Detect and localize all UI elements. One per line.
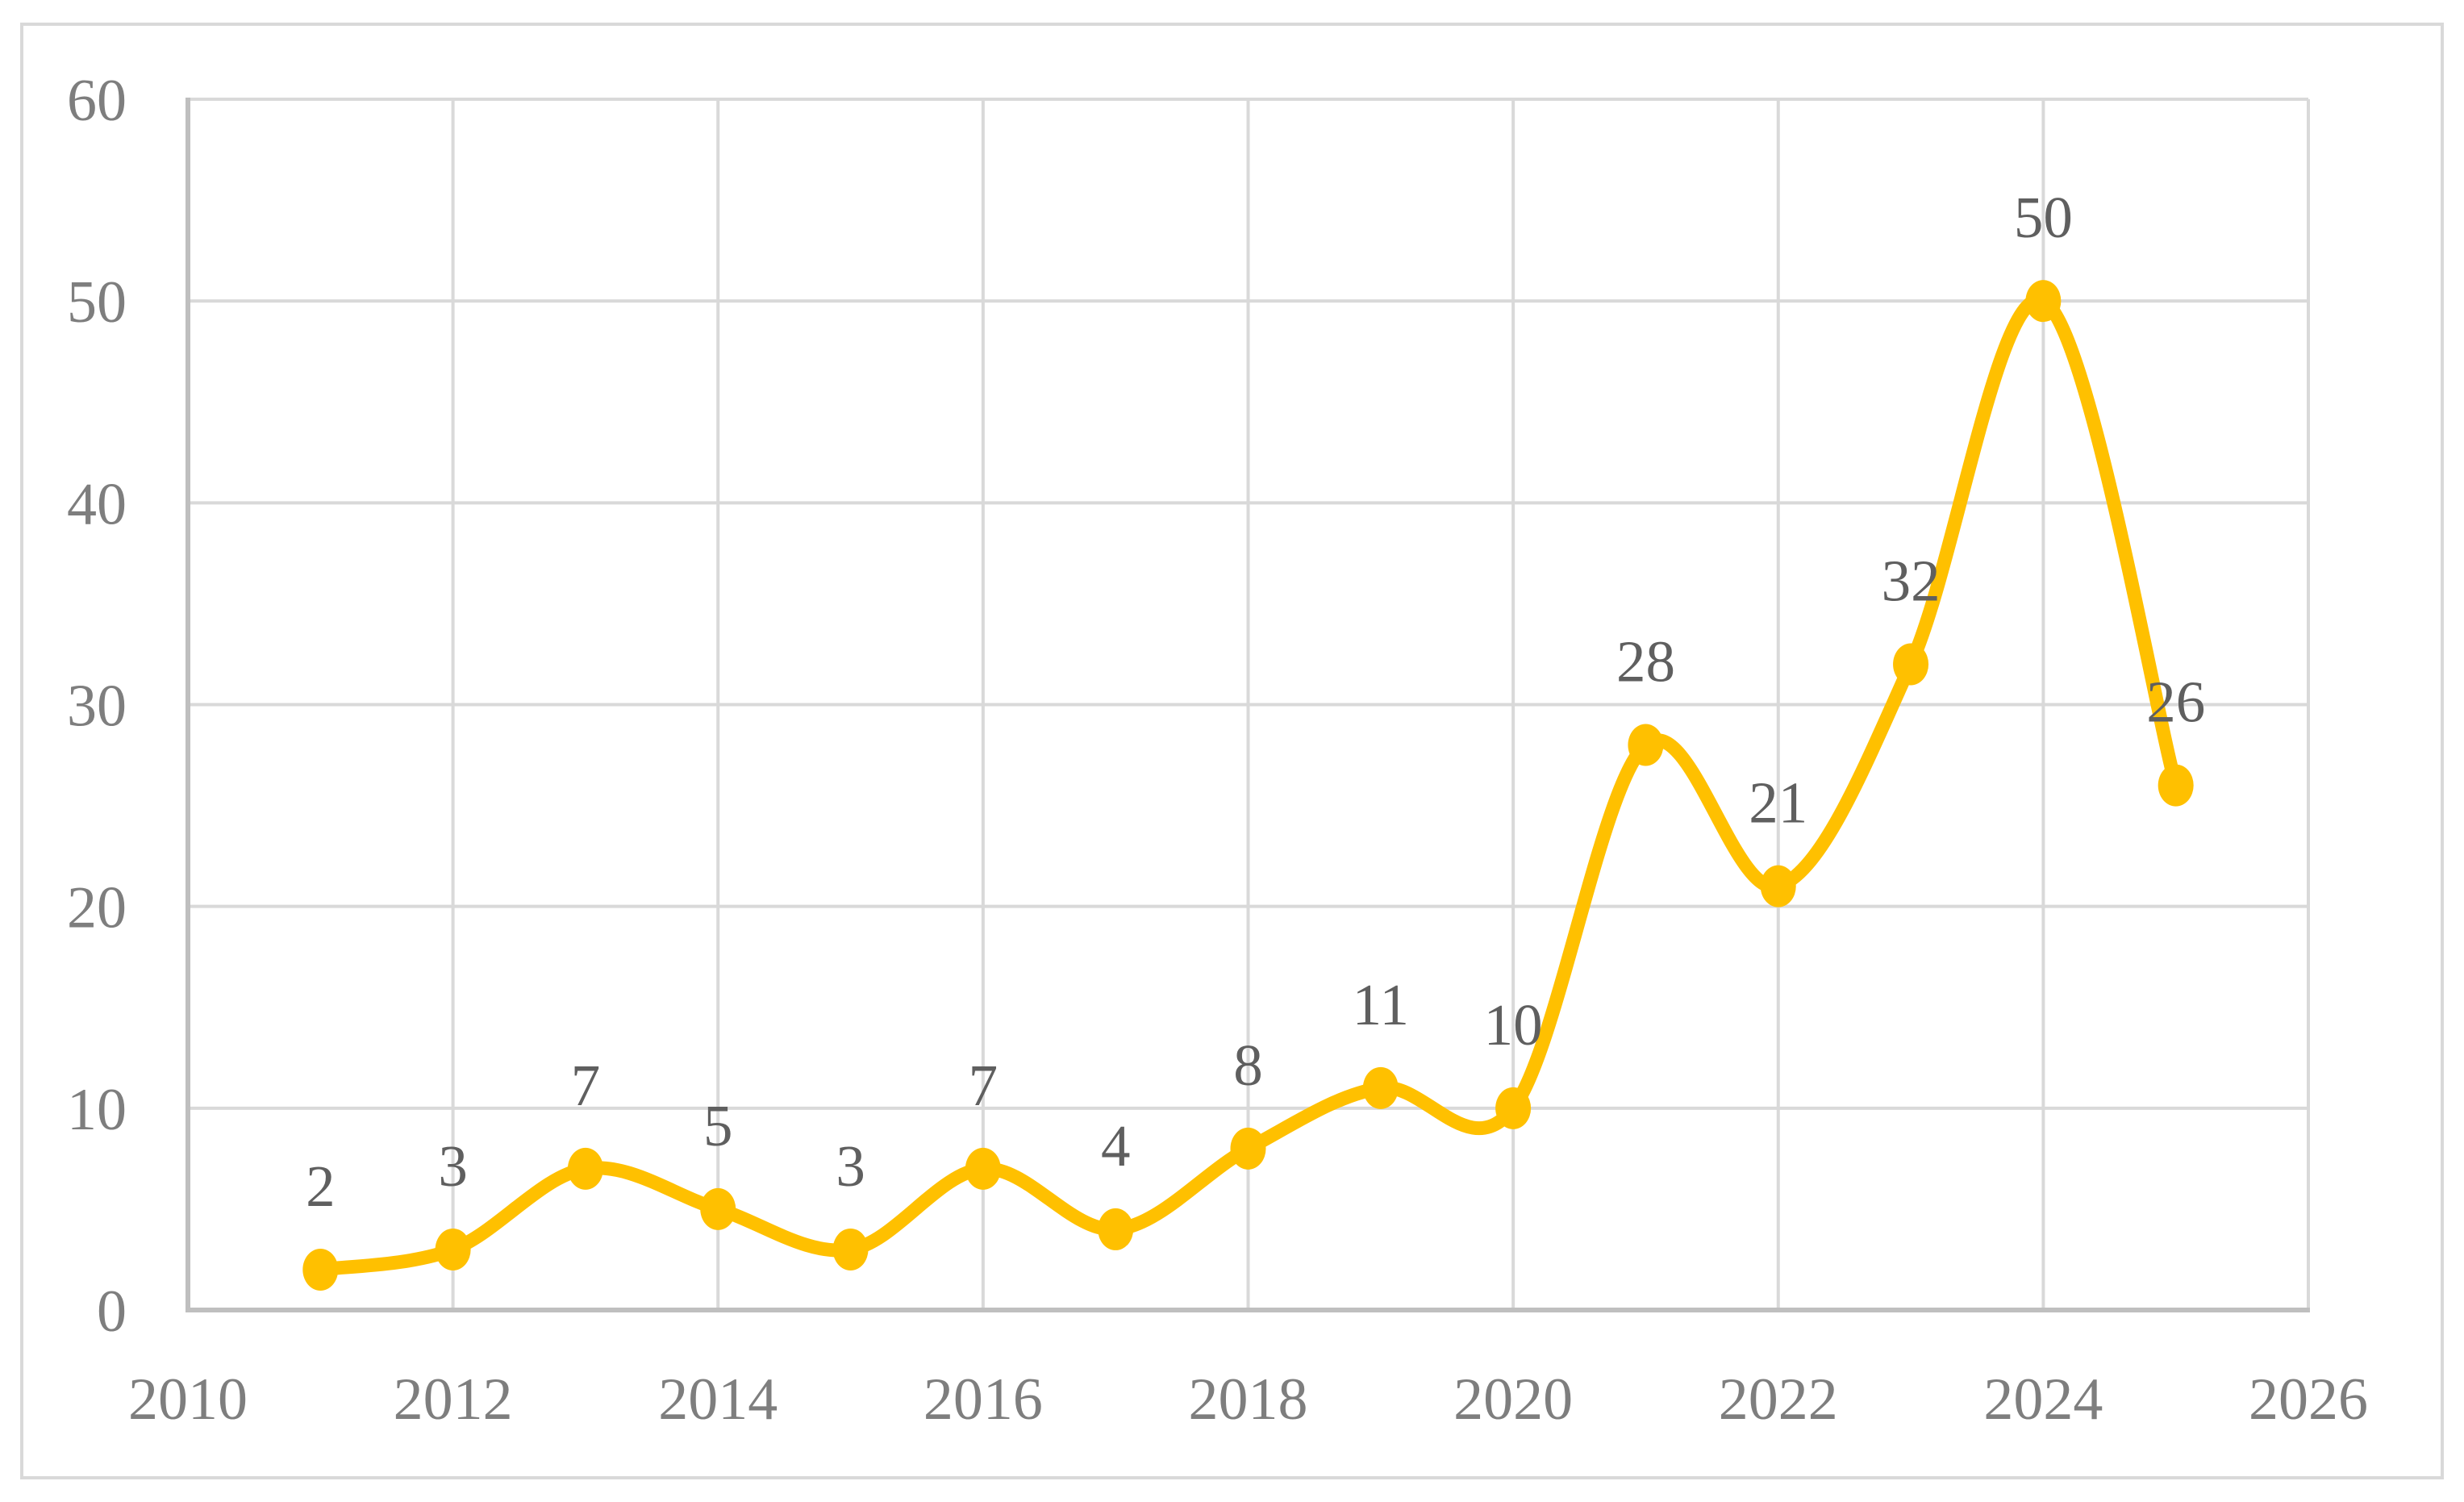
data-point-label: 2 xyxy=(306,1154,336,1219)
data-point-marker xyxy=(1628,724,1664,766)
data-point-label: 11 xyxy=(1353,972,1409,1037)
data-point-marker xyxy=(567,1147,603,1190)
x-tick-label: 2010 xyxy=(128,1366,248,1433)
y-tick-label: 10 xyxy=(67,1077,127,1143)
x-tick-label: 2018 xyxy=(1189,1366,1308,1433)
y-tick-label: 60 xyxy=(67,68,127,134)
data-point-marker xyxy=(965,1147,1001,1190)
y-tick-label: 30 xyxy=(67,674,127,740)
x-tick-label: 2024 xyxy=(1983,1366,2103,1433)
data-point-label: 50 xyxy=(2014,185,2073,250)
x-tick-label: 2020 xyxy=(1453,1366,1573,1433)
x-tick-label: 2022 xyxy=(1719,1366,1838,1433)
data-point-marker xyxy=(832,1228,869,1270)
data-point-marker xyxy=(435,1228,471,1270)
data-point-label: 5 xyxy=(703,1093,733,1158)
data-point-label: 4 xyxy=(1101,1113,1131,1179)
data-point-marker xyxy=(1362,1066,1399,1109)
data-point-marker xyxy=(2158,764,2194,807)
data-point-label: 26 xyxy=(2146,670,2205,735)
data-point-label: 3 xyxy=(438,1133,468,1199)
x-tick-label: 2026 xyxy=(2249,1366,2368,1433)
y-tick-label: 40 xyxy=(67,471,127,537)
data-point-label: 28 xyxy=(1616,629,1675,695)
data-point-marker xyxy=(302,1248,339,1291)
data-point-marker xyxy=(1495,1087,1532,1129)
data-point-marker xyxy=(1098,1208,1134,1250)
data-point-marker xyxy=(1760,865,1796,907)
data-point-marker xyxy=(1893,643,1929,686)
data-point-label: 7 xyxy=(571,1053,601,1118)
x-tick-label: 2016 xyxy=(923,1366,1043,1433)
x-tick-label: 2012 xyxy=(394,1366,513,1433)
data-point-marker xyxy=(700,1187,736,1230)
data-point-marker xyxy=(1230,1127,1266,1170)
data-point-label: 8 xyxy=(1233,1033,1263,1098)
data-point-marker xyxy=(2025,280,2062,323)
data-point-label: 10 xyxy=(1484,992,1543,1058)
data-point-label: 7 xyxy=(969,1053,999,1118)
y-tick-label: 20 xyxy=(67,875,127,941)
chart-outer-border xyxy=(20,23,2444,1479)
y-tick-label: 50 xyxy=(67,269,127,336)
y-tick-label: 0 xyxy=(97,1279,127,1345)
x-tick-label: 2014 xyxy=(658,1366,778,1433)
data-point-label: 3 xyxy=(836,1133,865,1199)
data-point-label: 21 xyxy=(1749,770,1807,836)
data-point-label: 32 xyxy=(1882,548,1941,613)
